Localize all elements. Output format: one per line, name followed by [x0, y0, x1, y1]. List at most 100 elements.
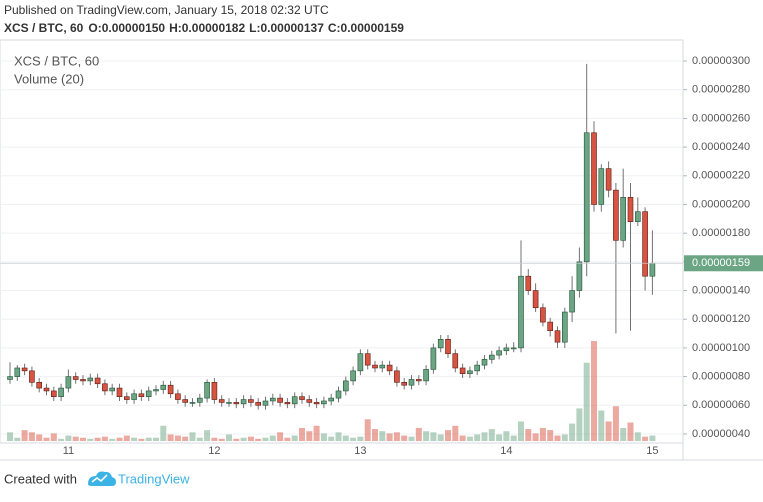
candle-body — [540, 307, 546, 323]
volume-bar — [408, 436, 415, 441]
ohlc-value: L:0.00000137 — [249, 21, 324, 35]
y-tick-label: 0.00000060 — [692, 399, 750, 411]
volume-bar — [240, 437, 247, 441]
y-tick-label: 0.00000080 — [692, 370, 750, 382]
candle-body — [21, 367, 28, 372]
volume-bar — [350, 437, 357, 441]
candle-body — [342, 380, 349, 392]
volume-bar — [233, 438, 240, 441]
candle-body — [116, 387, 123, 397]
volume-bar — [189, 432, 196, 441]
x-tick-label: 15 — [646, 445, 658, 457]
volume-bar — [379, 431, 386, 441]
candle-body — [583, 132, 590, 263]
volume-bar — [357, 436, 364, 441]
candle-body — [189, 402, 196, 404]
volume-bar — [160, 425, 167, 441]
candle-body — [182, 399, 188, 403]
candle-body — [175, 393, 181, 400]
candle-body — [569, 290, 575, 313]
volume-bar — [21, 430, 28, 441]
volume-bar — [328, 436, 335, 441]
x-tick-label: 12 — [208, 445, 220, 457]
y-tick-label: 0.00000100 — [692, 342, 750, 354]
candle-body — [153, 389, 159, 392]
candle-body — [481, 359, 488, 366]
candle-body — [14, 367, 21, 377]
candle-body — [29, 370, 35, 383]
tradingview-logo — [88, 471, 116, 486]
volume-bar — [109, 438, 116, 441]
candle-body — [532, 290, 539, 309]
x-tick-label: 14 — [500, 445, 512, 457]
candle-body — [138, 393, 145, 397]
volume-bar — [459, 435, 466, 441]
y-tick-label: 0.00000040 — [692, 428, 750, 440]
candle-body — [364, 353, 371, 366]
candle-body — [94, 377, 101, 385]
volume-bar — [145, 437, 152, 441]
candle-body — [299, 396, 305, 400]
candle-body — [510, 347, 517, 350]
ohlc-value: H:0.00000182 — [169, 21, 245, 35]
candle-body — [350, 370, 356, 382]
footer-brand[interactable]: TradingView — [118, 471, 190, 486]
candle-body — [87, 377, 94, 382]
candle-body — [306, 399, 313, 403]
volume-bar — [218, 438, 225, 441]
volume-bar — [14, 437, 21, 441]
candle-body — [167, 384, 174, 395]
candle-body — [649, 262, 656, 277]
y-tick-label: 0.00000300 — [692, 55, 750, 67]
volume-bar — [532, 433, 539, 441]
volume-bar — [269, 435, 276, 441]
candle-body — [415, 379, 422, 382]
volume-bar — [496, 434, 503, 441]
volume-bar — [80, 437, 86, 441]
volume-bar — [583, 362, 590, 441]
published-line: Published on TradingView.com, January 15… — [4, 3, 329, 17]
candle-body — [131, 393, 137, 400]
volume-bar — [211, 437, 218, 441]
candle-body — [357, 353, 364, 372]
volume-bar — [262, 437, 269, 441]
volume-bar — [386, 433, 393, 441]
volume-bar — [393, 432, 400, 441]
chart-layer: 0.00000040 0.00000060 0.00000080 0.00000100… — [0, 55, 763, 457]
candle-body — [613, 189, 619, 241]
volume-bar — [423, 431, 430, 441]
candle-body — [401, 382, 408, 386]
candle-body — [445, 338, 451, 354]
candle-body — [65, 376, 72, 389]
candle-body — [576, 261, 583, 291]
volume-bar — [153, 437, 159, 441]
candle-body — [50, 390, 57, 397]
volume-bar — [247, 436, 254, 441]
volume-bar — [65, 435, 72, 441]
candle-body — [634, 211, 641, 222]
volume-bar — [204, 430, 211, 441]
candle-body — [313, 402, 320, 405]
candle-body — [437, 338, 444, 349]
y-tick-label: 0.00000240 — [692, 141, 750, 153]
volume-bar — [525, 429, 532, 441]
volume-bar — [342, 435, 349, 441]
candle-body — [525, 275, 532, 291]
volume-bar — [430, 432, 437, 441]
volume-bar — [591, 341, 597, 441]
volume-bar — [182, 436, 189, 441]
candle-body — [379, 364, 386, 369]
candle-body — [233, 402, 240, 405]
volume-bar — [554, 435, 561, 441]
candle-body — [328, 397, 335, 402]
volume-bar — [36, 434, 43, 441]
volume-bar — [299, 427, 305, 441]
volume-bar — [335, 432, 342, 441]
volume-bar — [561, 434, 568, 441]
series-legend: XCS / BTC, 60 — [14, 53, 99, 68]
volume-bar — [313, 425, 320, 441]
candle-body — [503, 347, 510, 352]
volume-bar — [58, 438, 65, 441]
candle-body — [58, 387, 64, 397]
